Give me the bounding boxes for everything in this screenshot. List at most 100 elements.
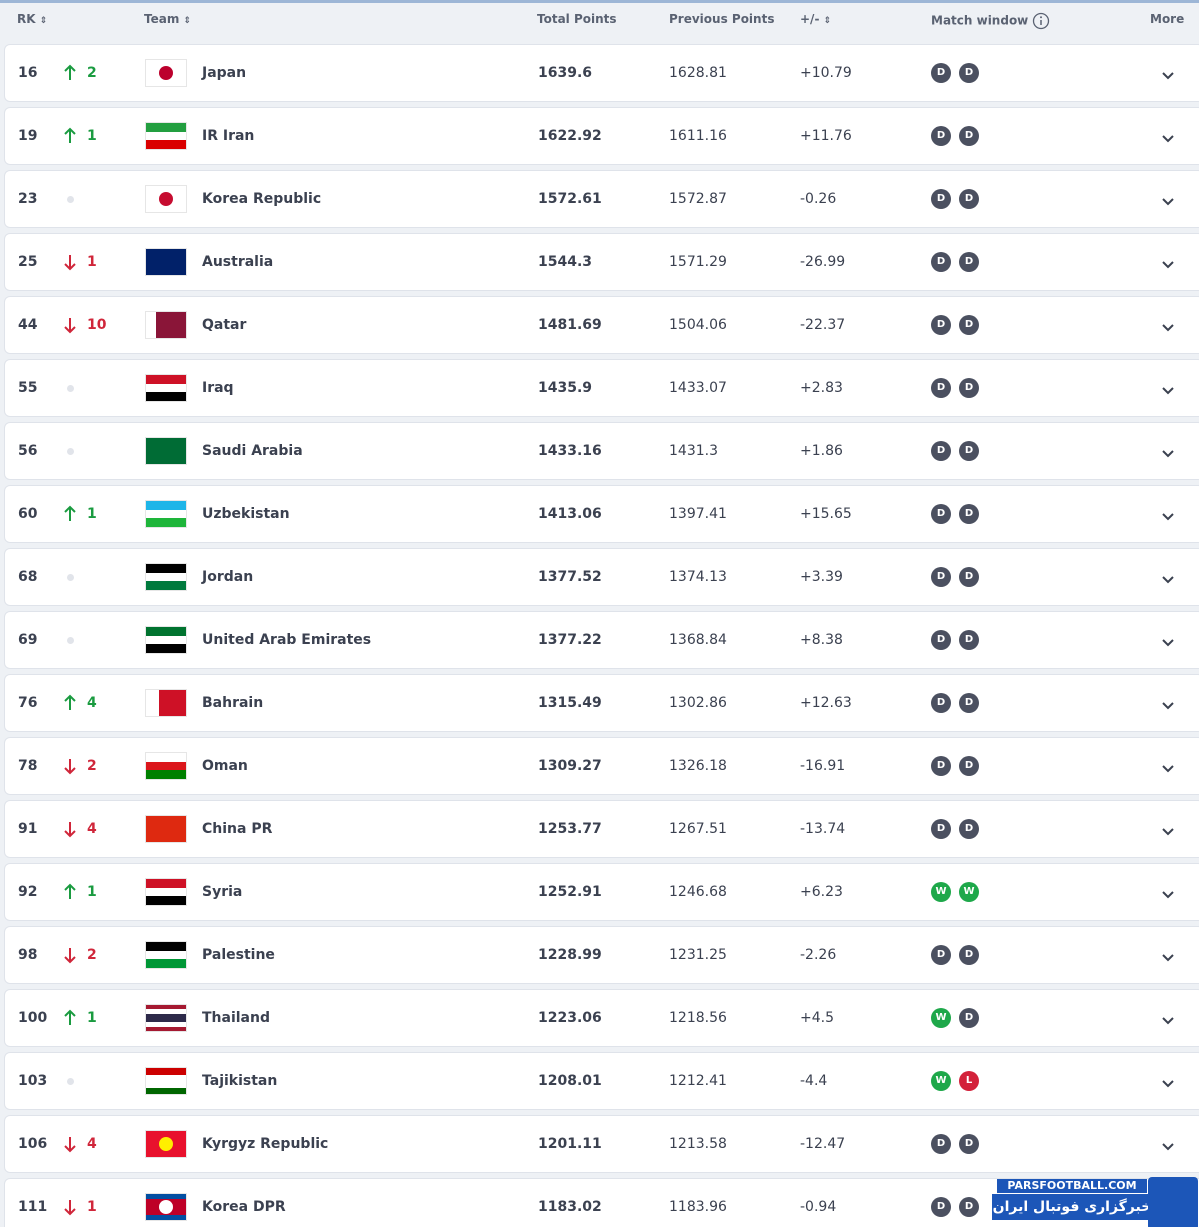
flag-stripe: [146, 572, 186, 582]
rank: 69: [18, 632, 38, 648]
flag: [145, 311, 187, 339]
ranking-row[interactable]: 25 1 Australia 1544.3 1571.29 -26.99 D D: [4, 233, 1199, 291]
team-header-text: Team: [144, 12, 180, 26]
expand-button[interactable]: [1160, 319, 1176, 332]
expand-button[interactable]: [1160, 193, 1176, 206]
flag-stripe: [146, 581, 186, 590]
ranking-row[interactable]: 16 2 Japan 1639.6 1628.81 +10.79 D D: [4, 44, 1199, 102]
no-change-dot: [67, 637, 74, 644]
ranking-row[interactable]: 55 Iraq 1435.9 1433.07 +2.83 D D: [4, 359, 1199, 417]
points-diff: -22.37: [800, 317, 846, 333]
expand-button[interactable]: [1160, 1075, 1176, 1088]
ranking-row[interactable]: 19 1 IR Iran 1622.92 1611.16 +11.76 D D: [4, 107, 1199, 165]
expand-button[interactable]: [1160, 1138, 1176, 1151]
arrow-icon: [64, 759, 76, 775]
expand-button[interactable]: [1160, 382, 1176, 395]
previous-points: 1326.18: [669, 758, 727, 774]
match-badge: D: [959, 315, 979, 335]
team-name[interactable]: Syria: [202, 884, 243, 900]
ranking-row[interactable]: 100 1 Thailand 1223.06 1218.56 +4.5 W D: [4, 989, 1199, 1047]
points-diff: -16.91: [800, 758, 846, 774]
team-name[interactable]: Tajikistan: [202, 1073, 278, 1089]
expand-button[interactable]: [1160, 886, 1176, 899]
ranking-row[interactable]: 103 Tajikistan 1208.01 1212.41 -4.4 W L: [4, 1052, 1199, 1110]
flag-stripe: [146, 1194, 186, 1200]
team-name[interactable]: Oman: [202, 758, 248, 774]
match-badge: D: [959, 693, 979, 713]
expand-button[interactable]: [1160, 634, 1176, 647]
flag-stripe: [146, 1009, 186, 1014]
ranking-row[interactable]: 91 4 China PR 1253.77 1267.51 -13.74 D D: [4, 800, 1199, 858]
chevron-icon: [1162, 135, 1174, 143]
expand-button[interactable]: [1160, 697, 1176, 710]
info-icon[interactable]: [1032, 12, 1050, 30]
expand-button[interactable]: [1160, 508, 1176, 521]
team-name[interactable]: Uzbekistan: [202, 506, 290, 522]
team-name[interactable]: Kyrgyz Republic: [202, 1136, 329, 1152]
diff-header[interactable]: +/- ⇕: [800, 12, 832, 26]
previous-points: 1397.41: [669, 506, 727, 522]
match-badge: W: [931, 882, 951, 902]
team-name[interactable]: Korea DPR: [202, 1199, 286, 1215]
match-badge: D: [959, 945, 979, 965]
team-name[interactable]: Bahrain: [202, 695, 264, 711]
ranking-row[interactable]: 98 2 Palestine 1228.99 1231.25 -2.26 D D: [4, 926, 1199, 984]
expand-button[interactable]: [1160, 130, 1176, 143]
expand-button[interactable]: [1160, 67, 1176, 80]
rank: 91: [18, 821, 38, 837]
expand-button[interactable]: [1160, 823, 1176, 836]
match-badge: D: [931, 252, 951, 272]
rank-header[interactable]: RK ⇕: [17, 12, 48, 26]
team-name[interactable]: Qatar: [202, 317, 247, 333]
team-name[interactable]: Thailand: [202, 1010, 270, 1026]
ranking-row[interactable]: 56 Saudi Arabia 1433.16 1431.3 +1.86 D D: [4, 422, 1199, 480]
team-name[interactable]: United Arab Emirates: [202, 632, 372, 648]
ranking-row[interactable]: 92 1 Syria 1252.91 1246.68 +6.23 W W: [4, 863, 1199, 921]
previous-points: 1368.84: [669, 632, 727, 648]
flag-stripe: [146, 1087, 186, 1094]
arrow-icon: [64, 64, 76, 80]
team-name[interactable]: Jordan: [202, 569, 254, 585]
expand-button[interactable]: [1160, 571, 1176, 584]
flag-stripe: [146, 383, 186, 393]
move-arrow: [63, 64, 77, 82]
expand-button[interactable]: [1160, 1012, 1176, 1025]
team-name[interactable]: Australia: [202, 254, 274, 270]
flag-stripe: [146, 942, 186, 951]
match-badge: D: [959, 378, 979, 398]
team-name[interactable]: Japan: [202, 65, 247, 81]
previous-header: Previous Points: [669, 12, 775, 26]
ranking-row[interactable]: 106 4 Kyrgyz Republic 1201.11 1213.58 -12.47 D…: [4, 1115, 1199, 1173]
team-name[interactable]: IR Iran: [202, 128, 255, 144]
change: 1: [87, 128, 97, 144]
team-header[interactable]: Team ⇕: [144, 12, 192, 26]
ranking-row[interactable]: 78 2 Oman 1309.27 1326.18 -16.91 D D: [4, 737, 1199, 795]
ranking-row[interactable]: 60 1 Uzbekistan 1413.06 1397.41 +15.65 D D: [4, 485, 1199, 543]
expand-button[interactable]: [1160, 949, 1176, 962]
team-name[interactable]: Saudi Arabia: [202, 443, 303, 459]
flag-emblem: [159, 1137, 173, 1151]
points-diff: +15.65: [800, 506, 852, 522]
move-arrow: [63, 757, 77, 775]
expand-button[interactable]: [1160, 760, 1176, 773]
match-badge: D: [959, 1134, 979, 1154]
rank: 68: [18, 569, 38, 585]
arrow-icon: [64, 505, 76, 521]
team-name[interactable]: Korea Republic: [202, 191, 322, 207]
flag-stripe: [146, 959, 186, 968]
rank: 16: [18, 65, 38, 81]
ranking-row[interactable]: 23 Korea Republic 1572.61 1572.87 -0.26 D D: [4, 170, 1199, 228]
ranking-row[interactable]: 76 4 Bahrain 1315.49 1302.86 +12.63 D D: [4, 674, 1199, 732]
team-name[interactable]: Palestine: [202, 947, 275, 963]
expand-button[interactable]: [1160, 256, 1176, 269]
flag: [145, 626, 187, 654]
ranking-row[interactable]: 44 10 Qatar 1481.69 1504.06 -22.37 D D: [4, 296, 1199, 354]
ranking-row[interactable]: 69 United Arab Emirates 1377.22 1368.84 +8.3…: [4, 611, 1199, 669]
team-name[interactable]: China PR: [202, 821, 273, 837]
total-points: 1622.92: [538, 128, 602, 144]
team-name[interactable]: Iraq: [202, 380, 234, 396]
previous-points: 1231.25: [669, 947, 727, 963]
ranking-row[interactable]: 68 Jordan 1377.52 1374.13 +3.39 D D: [4, 548, 1199, 606]
expand-button[interactable]: [1160, 445, 1176, 458]
flag-stripe: [146, 1074, 186, 1081]
